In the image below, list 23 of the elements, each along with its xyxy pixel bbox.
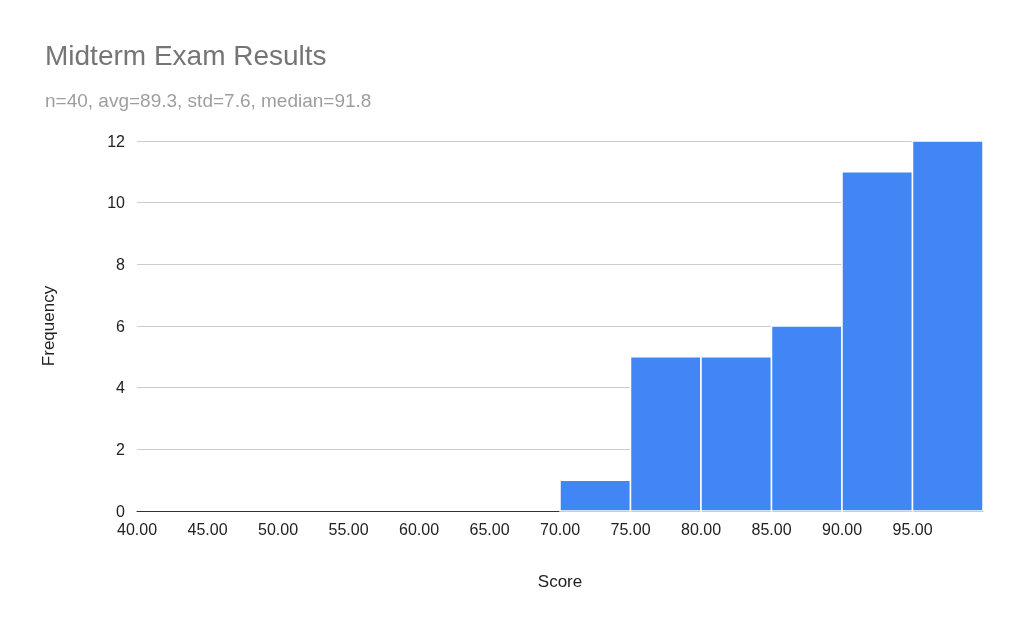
x-tick-label: 65.00 [469,520,510,538]
x-tick-label: 40.00 [116,520,158,538]
x-tick-label: 75.00 [610,520,651,538]
y-tick-label: 12 [107,132,126,150]
x-tick-label: 55.00 [328,520,369,538]
x-tick-label: 80.00 [680,520,722,538]
x-tick-label: 95.00 [892,520,933,538]
y-tick-label: 6 [116,317,126,335]
y-tick-label: 8 [116,255,126,273]
x-tick-label: 60.00 [398,520,440,538]
x-axis-title: Score [537,572,583,591]
x-tick-label: 85.00 [751,520,792,538]
x-tick-label: 50.00 [257,520,299,538]
chart-subtitle: n=40, avg=89.3, std=7.6, median=91.8 [45,90,372,111]
x-tick-label: 45.00 [187,520,228,538]
x-tick-label: 90.00 [821,520,863,538]
y-tick-label: 10 [107,194,126,212]
chart-title: Midterm Exam Results [45,39,327,71]
y-tick-label: 4 [116,379,126,397]
x-tick-label: 70.00 [539,520,581,538]
y-tick-label: 0 [116,502,126,520]
y-tick-label: 2 [116,440,126,458]
y-axis-title: Frequency [39,285,58,367]
